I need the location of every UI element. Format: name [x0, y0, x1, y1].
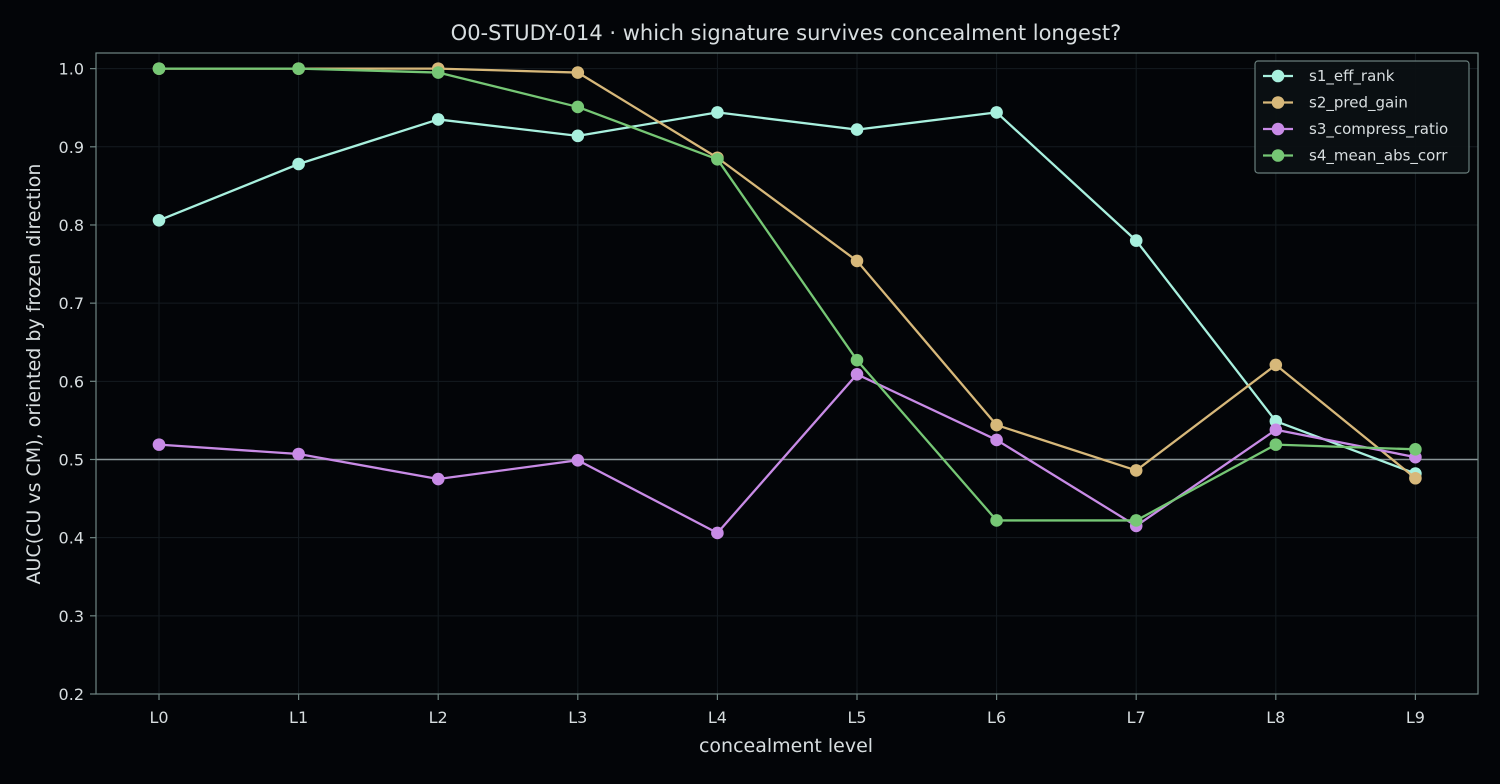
data-point — [1409, 471, 1422, 485]
series-line — [159, 67, 1417, 480]
series-s4_mean_abs_corr — [152, 62, 1422, 527]
legend-label: s4_mean_abs_corr — [1309, 147, 1448, 166]
data-point — [571, 100, 585, 114]
data-point — [711, 153, 724, 166]
y-tick-label: 0.7 — [59, 294, 84, 313]
data-point — [711, 106, 724, 119]
data-point — [1269, 438, 1283, 451]
series-line — [158, 373, 1416, 535]
x-tick-label: L0 — [149, 708, 168, 727]
data-point — [292, 62, 305, 75]
data-point — [1129, 514, 1143, 527]
x-tick-label: L3 — [568, 708, 587, 727]
series-line — [158, 111, 1416, 475]
data-point — [850, 254, 864, 268]
legend-swatch-marker — [1271, 122, 1285, 136]
x-tick-label: L6 — [987, 708, 1006, 727]
data-point — [1129, 234, 1143, 247]
data-point — [1269, 423, 1283, 437]
legend-swatch-marker — [1271, 96, 1285, 109]
data-point — [152, 213, 166, 227]
data-point — [152, 438, 166, 451]
x-tick-label: L7 — [1127, 708, 1146, 727]
x-tick-label: L1 — [289, 708, 308, 727]
x-axis: L0 L1 L2 L3 L4 L5 L6 L7 L8 L9 — [149, 694, 1425, 727]
data-point — [990, 514, 1003, 527]
series-s2_pred_gain — [152, 62, 1422, 485]
x-tick-label: L8 — [1266, 708, 1285, 727]
data-point — [431, 66, 445, 79]
data-point — [431, 472, 445, 486]
x-tick-label: L5 — [847, 708, 866, 727]
data-point — [850, 367, 864, 381]
data-point — [571, 129, 585, 143]
y-tick-label: 0.8 — [59, 216, 84, 235]
legend-label: s3_compress_ratio — [1309, 120, 1448, 139]
data-point — [431, 113, 445, 126]
x-tick-label: L4 — [708, 708, 727, 727]
legend-box — [1254, 60, 1470, 174]
y-axis: 0.2 0.3 0.4 0.5 0.6 0.7 0.8 0.9 1.0 — [59, 60, 96, 704]
series-s3_compress_ratio — [152, 367, 1422, 540]
y-tick-label: 0.4 — [59, 529, 84, 548]
legend-label: s1_eff_rank — [1309, 67, 1395, 86]
x-axis-label: concealment level — [699, 735, 873, 757]
y-tick-label: 0.2 — [59, 685, 84, 704]
data-point — [1129, 464, 1143, 477]
data-point — [1269, 358, 1283, 372]
data-point — [711, 526, 724, 540]
y-tick-label: 1.0 — [59, 60, 84, 79]
data-point — [990, 106, 1003, 119]
data-point — [990, 433, 1003, 447]
y-axis-label: AUC(CU vs CM), oriented by frozen direct… — [23, 164, 45, 585]
legend: s1_eff_rank s2_pred_gain s3_compress_ratio… — [1254, 60, 1470, 174]
data-point — [1409, 443, 1422, 456]
legend-label: s2_pred_gain — [1309, 94, 1408, 113]
data-point — [292, 157, 305, 171]
data-point — [571, 66, 585, 79]
y-tick-label: 0.9 — [59, 138, 84, 157]
plot-frame — [95, 52, 1479, 695]
y-tick-label: 0.5 — [59, 450, 84, 469]
data-point — [850, 123, 864, 136]
x-tick-label: L2 — [429, 708, 448, 727]
y-tick-label: 0.6 — [59, 372, 84, 391]
series-s1_eff_rank — [152, 106, 1422, 480]
legend-swatch-marker — [1271, 149, 1285, 162]
data-point — [152, 62, 166, 75]
chart-title: O0-STUDY-014 · which signature survives … — [451, 21, 1122, 45]
data-point — [571, 453, 585, 467]
x-tick-label: L9 — [1406, 708, 1425, 727]
data-point — [990, 418, 1003, 432]
data-point — [850, 353, 864, 367]
series-group — [152, 62, 1422, 540]
data-point — [292, 447, 305, 461]
legend-swatch-marker — [1271, 69, 1285, 83]
series-line — [159, 67, 1416, 522]
y-tick-label: 0.3 — [59, 607, 84, 626]
